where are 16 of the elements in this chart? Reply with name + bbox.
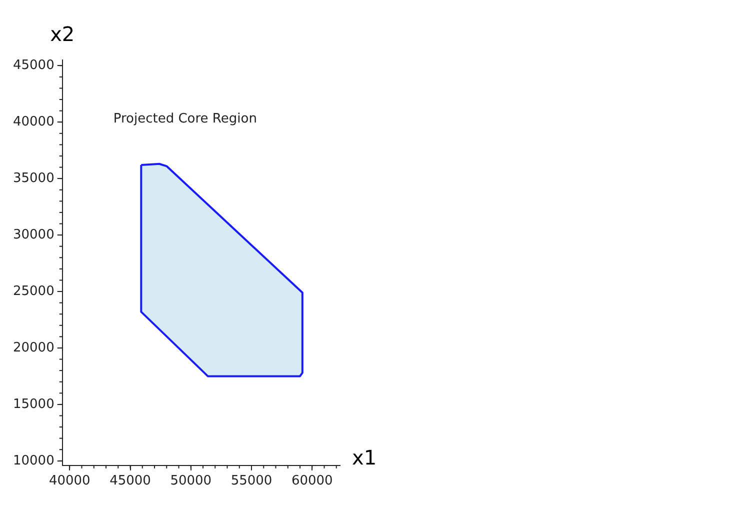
y-tick-label: 30000 xyxy=(12,227,54,242)
y-tick-label: 20000 xyxy=(12,340,54,356)
x-axis-title: x1 xyxy=(352,446,377,470)
x-tick-label: 50000 xyxy=(170,474,212,489)
y-tick-label: 15000 xyxy=(12,396,54,412)
x-tick-label: 40000 xyxy=(48,474,90,489)
x-tick-label: 55000 xyxy=(230,474,272,489)
y-tick-label: 25000 xyxy=(12,284,54,299)
y-tick-label: 40000 xyxy=(12,114,54,130)
annotation: Projected Core Region xyxy=(113,111,257,126)
y-axis-title: x2 xyxy=(50,22,75,46)
y-tick-label: 45000 xyxy=(12,58,54,74)
y-tick-label: 35000 xyxy=(12,170,54,186)
x-tick-label: 45000 xyxy=(110,474,151,489)
y-tick-label: 10000 xyxy=(12,453,54,468)
x-tick-label: 60000 xyxy=(291,474,333,489)
